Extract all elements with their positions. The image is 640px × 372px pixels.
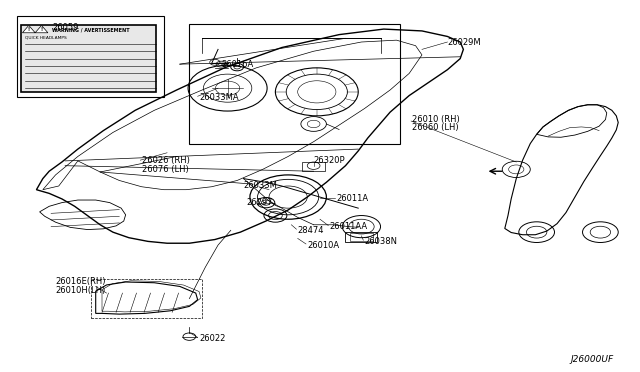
Polygon shape: [35, 25, 48, 33]
Bar: [91, 279, 202, 318]
Bar: [350, 233, 373, 241]
Text: 26011A: 26011A: [336, 195, 368, 203]
Text: 26320P: 26320P: [314, 155, 345, 165]
Text: !: !: [28, 27, 30, 32]
Text: 26022: 26022: [199, 334, 225, 343]
Text: 26060 (LH): 26060 (LH): [412, 123, 459, 132]
Text: 26016E(RH): 26016E(RH): [56, 278, 106, 286]
Text: 26033M: 26033M: [244, 182, 277, 190]
Text: J26000UF: J26000UF: [570, 355, 613, 364]
Text: 26033MA: 26033MA: [199, 93, 239, 102]
Text: QUICK HEADLAMPS: QUICK HEADLAMPS: [25, 36, 67, 39]
Text: 26011AA: 26011AA: [330, 222, 368, 231]
Text: 26076 (LH): 26076 (LH): [141, 165, 188, 174]
Text: 26010A: 26010A: [307, 241, 339, 250]
Text: !: !: [40, 27, 43, 32]
Text: WARNING / AVERTISSEMENT: WARNING / AVERTISSEMENT: [52, 28, 130, 33]
Text: 26026 (RH): 26026 (RH): [141, 155, 189, 165]
Bar: [21, 25, 156, 92]
Text: 26038N: 26038N: [365, 237, 397, 246]
Polygon shape: [22, 25, 35, 33]
Text: 26029M: 26029M: [447, 38, 481, 46]
Bar: [346, 232, 378, 242]
Bar: [17, 16, 164, 97]
Bar: [189, 23, 399, 144]
Text: 26297: 26297: [246, 198, 273, 207]
Text: 26016A: 26016A: [221, 60, 253, 69]
Bar: [302, 162, 325, 171]
Text: 26010H(LH): 26010H(LH): [56, 286, 106, 295]
Text: 28474: 28474: [298, 226, 324, 235]
Text: 26010 (RH): 26010 (RH): [412, 115, 460, 124]
Text: 26059: 26059: [52, 23, 79, 32]
